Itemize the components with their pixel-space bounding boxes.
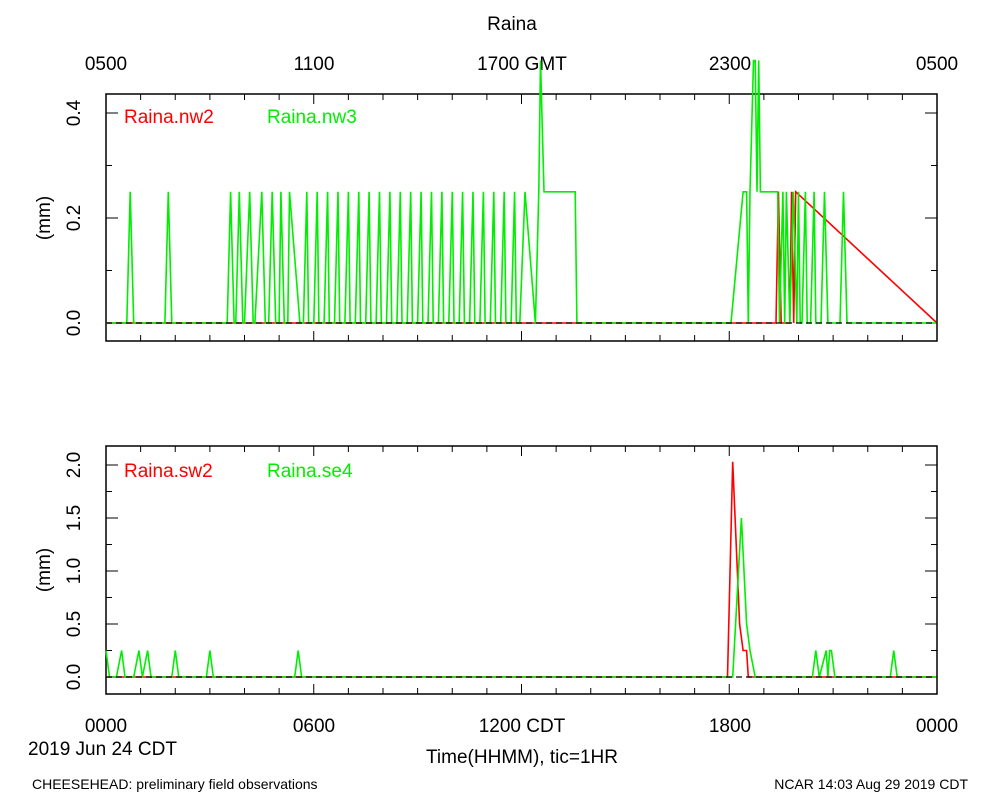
y-axis-label: (mm) <box>34 548 55 592</box>
y-tick-label: 0.4 <box>64 99 85 126</box>
bottom-tick-label: 0000 <box>85 716 127 737</box>
panel-bottom: (mm) Raina.sw2 Raina.se4 0.0 0.5 1.0 1.5 2.0 <box>34 445 938 695</box>
y-tick-label: 0.0 <box>64 310 85 336</box>
plot-frame <box>105 445 938 695</box>
series-line-nw3 <box>106 59 937 324</box>
y-tick-label: 0.0 <box>64 664 85 690</box>
footer-right: NCAR 14:03 Aug 29 2019 CDT <box>774 776 968 792</box>
series-line-se4 <box>105 517 937 678</box>
top-tick-label: 1100 <box>294 54 335 75</box>
chart-title: Raina <box>487 14 537 35</box>
series-line-sw2 <box>106 461 937 678</box>
legend-entry-nw2: Raina.nw2 <box>124 107 214 128</box>
x-axis-label: Time(HHMM), tic=1HR <box>426 747 618 768</box>
top-tick-label: 2300 <box>709 54 751 75</box>
top-tick-label: 0500 <box>85 54 127 75</box>
panel-top: (mm) Raina.nw2 Raina.nw3 0.0 0.2 0.4 <box>34 59 938 342</box>
footer-left: CHEESEHEAD: preliminary field observatio… <box>32 776 318 792</box>
bottom-axis-tick-labels: 0000 0600 1200 CDT 1800 0000 <box>85 716 958 737</box>
legend-entry-se4: Raina.se4 <box>267 461 353 482</box>
y-tick-label: 1.0 <box>64 558 85 584</box>
y-tick-label: 2.0 <box>64 452 85 478</box>
bottom-tick-label: 0000 <box>916 716 958 737</box>
top-axis-tick-labels: 0500 1100 1700 GMT 2300 0500 <box>85 54 958 75</box>
bottom-tick-label: 1200 CDT <box>479 716 566 737</box>
top-tick-label: 0500 <box>916 54 958 75</box>
bottom-tick-label: 1800 <box>709 716 751 737</box>
legend-entry-sw2: Raina.sw2 <box>124 461 213 482</box>
bottom-tick-label: 0600 <box>293 716 335 737</box>
y-tick-label: 1.5 <box>64 505 85 531</box>
y-tick-label: 0.2 <box>64 205 85 231</box>
top-tick-label: 1700 GMT <box>477 54 567 75</box>
y-tick-label: 0.5 <box>64 611 85 637</box>
date-label: 2019 Jun 24 CDT <box>28 739 177 760</box>
y-axis-label: (mm) <box>34 196 55 240</box>
legend-entry-nw3: Raina.nw3 <box>267 107 357 128</box>
